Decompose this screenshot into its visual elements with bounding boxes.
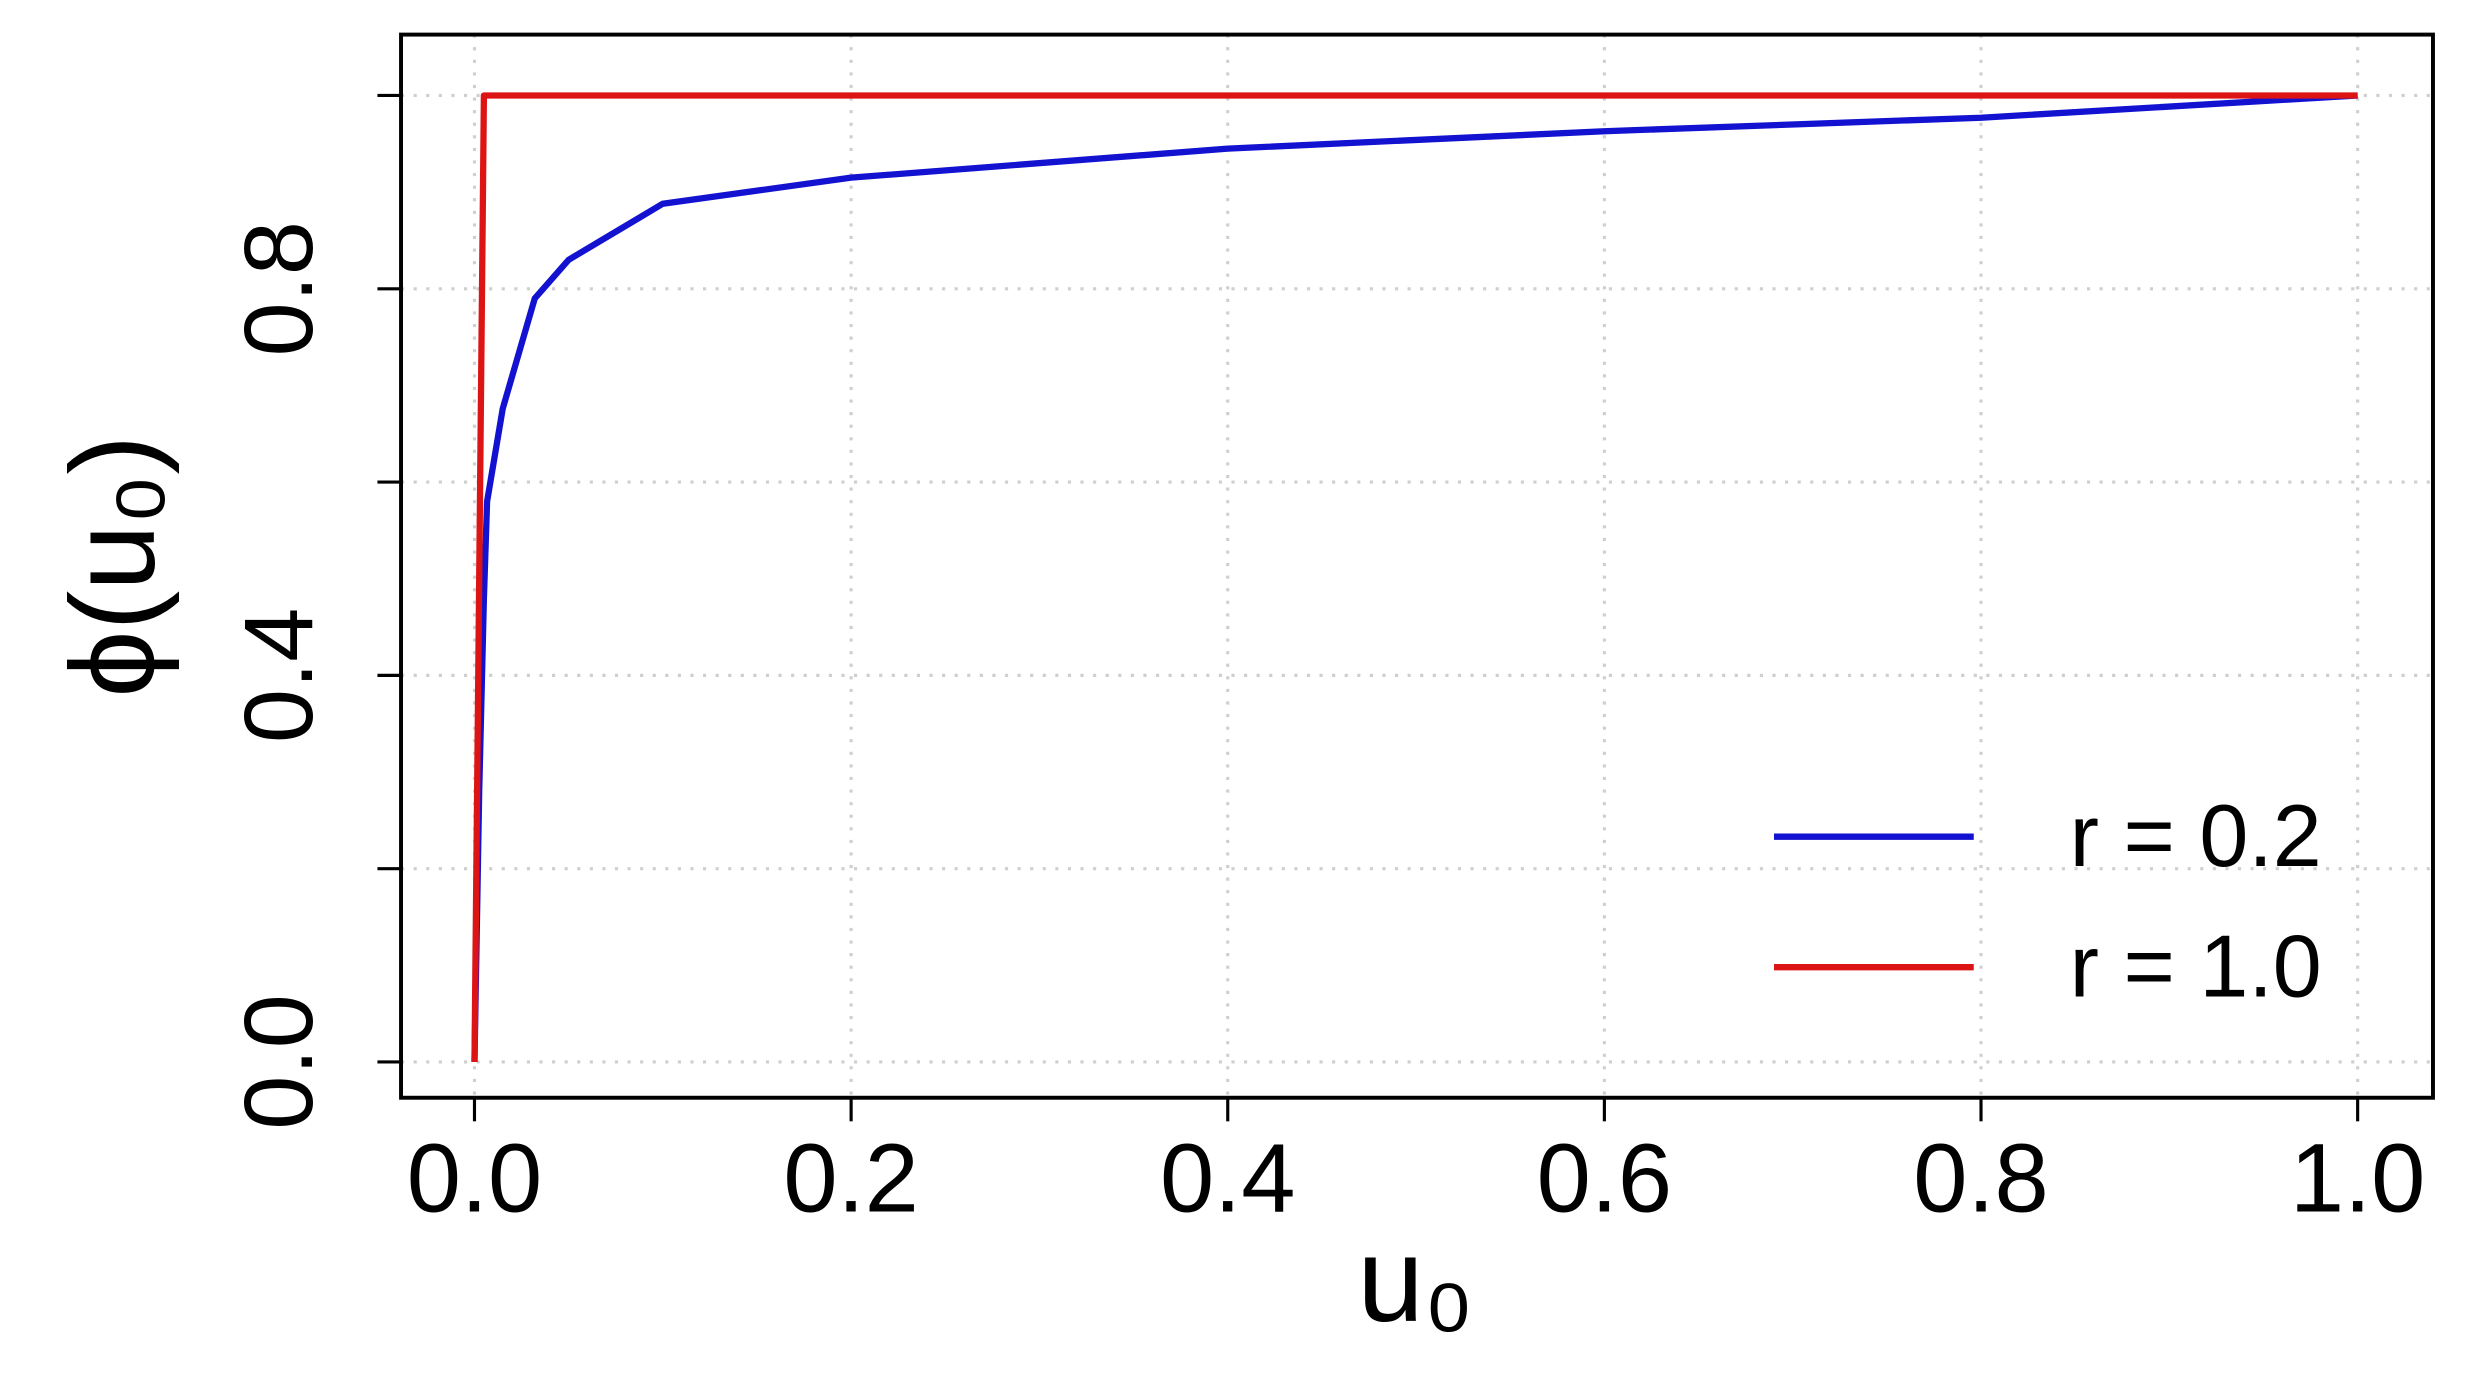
x-axis-label: u₀: [1357, 1214, 1473, 1347]
x-tick-label: 0.2: [783, 1124, 919, 1233]
legend-label: r = 0.2: [2070, 786, 2322, 885]
line-series: [471, 92, 2358, 1063]
x-tick-label: 0.8: [1913, 1124, 2049, 1233]
x-tick-label: 1.0: [2290, 1124, 2426, 1233]
line-series: [471, 92, 2358, 1063]
x-tick-label: 0.6: [1537, 1124, 1673, 1233]
legend-label: r = 1.0: [2070, 917, 2322, 1016]
y-axis-label: ϕ(u₀): [47, 435, 180, 698]
y-tick-label: 0.0: [224, 994, 333, 1130]
plot-frame: [399, 32, 2435, 1100]
x-tick-label: 0.0: [407, 1124, 543, 1233]
x-tick-label: 0.4: [1160, 1124, 1296, 1233]
y-tick-label: 0.8: [224, 221, 333, 357]
y-tick-label: 0.4: [224, 608, 333, 744]
